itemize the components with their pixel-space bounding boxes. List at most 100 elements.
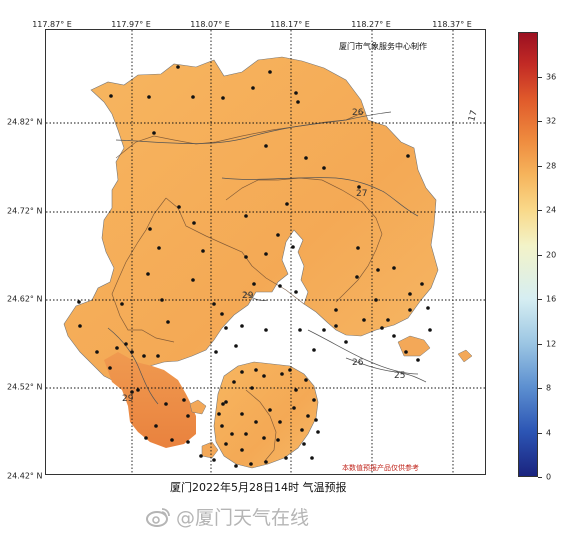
- station-dot: [300, 428, 304, 432]
- contour-label: 27: [356, 189, 367, 199]
- station-dot: [294, 290, 298, 294]
- station-dot: [428, 328, 432, 332]
- colorbar-tick-label: 16: [546, 294, 557, 304]
- colorbar-tick: [538, 76, 542, 78]
- station-dot: [249, 462, 253, 466]
- station-dot: [182, 398, 186, 402]
- contour-label: 17: [467, 109, 480, 123]
- station-dot: [268, 70, 272, 74]
- station-dot: [186, 440, 190, 444]
- station-dot: [147, 95, 151, 99]
- station-dot: [170, 438, 174, 442]
- station-dot: [250, 386, 254, 390]
- map-title: 厦门2022年5月28日14时 气温预报: [170, 481, 347, 494]
- station-dot: [404, 350, 408, 354]
- lat-label: 24.72° N: [7, 206, 43, 216]
- contour-label: 26: [352, 108, 364, 118]
- station-dot: [322, 166, 326, 170]
- small-island: [457, 349, 473, 363]
- station-dot: [426, 306, 430, 310]
- colorbar-tick-label: 28: [546, 161, 557, 170]
- xiamen-island: [213, 361, 319, 469]
- station-dot: [240, 448, 244, 452]
- station-dot: [310, 456, 314, 460]
- station-dot: [221, 402, 225, 406]
- station-dot: [224, 442, 228, 446]
- station-dot: [77, 300, 81, 304]
- station-dot: [244, 255, 248, 259]
- contour-label: 26: [352, 358, 364, 368]
- station-dot: [392, 334, 396, 338]
- station-dot: [220, 424, 224, 428]
- colorbar-tick-label: 20: [546, 250, 557, 259]
- station-dot: [285, 202, 289, 206]
- mainland-region: [63, 56, 439, 395]
- station-dot: [306, 414, 310, 418]
- lat-label: 24.52° N: [7, 382, 43, 392]
- producer-label: 厦门市气象服务中心制作: [339, 42, 427, 51]
- station-dot: [192, 221, 196, 225]
- station-dot: [164, 402, 168, 406]
- temperature-colorbar: [518, 32, 538, 477]
- small-island: [189, 399, 207, 415]
- station-dot: [254, 368, 258, 372]
- graticule: [46, 30, 485, 474]
- station-dot: [191, 278, 195, 282]
- station-dot: [316, 430, 320, 434]
- station-dot: [264, 144, 268, 148]
- lon-label: 118.27° E: [351, 20, 391, 29]
- station-dot: [124, 342, 128, 346]
- colorbar-tick-label: 12: [546, 339, 557, 348]
- weather-stations: [77, 65, 432, 468]
- station-dot: [95, 350, 99, 354]
- station-dot: [296, 100, 300, 104]
- station-dot: [344, 340, 348, 344]
- station-dot: [160, 298, 164, 302]
- station-dot: [240, 412, 244, 416]
- colorbar-tick-label: 0: [546, 472, 552, 482]
- station-dot: [78, 324, 82, 328]
- station-dot: [280, 372, 284, 376]
- station-dot: [154, 424, 158, 428]
- station-dot: [148, 227, 152, 231]
- station-dot: [334, 308, 338, 312]
- station-dot: [144, 436, 148, 440]
- colorbar-tick: [538, 343, 542, 345]
- colorbar-tick: [538, 210, 542, 211]
- station-dot: [108, 366, 112, 370]
- station-dot: [130, 390, 134, 394]
- station-dot: [120, 302, 124, 306]
- station-dot: [408, 292, 412, 296]
- station-dot: [152, 131, 156, 135]
- station-dot: [264, 460, 268, 464]
- district-boundaries: [111, 111, 383, 463]
- station-dot: [386, 318, 390, 322]
- station-dot: [224, 326, 228, 330]
- station-dot: [278, 420, 282, 424]
- station-dot: [312, 348, 316, 352]
- station-dot: [291, 245, 295, 249]
- disclaimer-label: 本数值预报产品仅供参考: [342, 464, 419, 472]
- lat-label: 24.82° N: [7, 117, 43, 127]
- station-dot: [224, 400, 228, 404]
- station-dot: [212, 458, 216, 462]
- station-dot: [177, 205, 181, 209]
- station-dot: [115, 346, 119, 350]
- station-dot: [109, 94, 113, 98]
- station-dot: [314, 418, 318, 422]
- weibo-icon: [146, 507, 170, 527]
- lon-label: 118.37° E: [432, 20, 472, 29]
- station-dot: [217, 412, 221, 416]
- watermark: @厦门天气在线: [146, 503, 309, 530]
- station-dot: [376, 268, 380, 272]
- station-dot: [201, 249, 205, 253]
- lat-label: 24.62° N: [7, 294, 43, 304]
- station-dot: [254, 420, 258, 424]
- station-dot: [262, 374, 266, 378]
- lat-label: 24.42° N: [7, 471, 43, 481]
- station-dot: [268, 408, 272, 412]
- temperature-map: 26 27 29 29 26 25 17: [45, 29, 486, 475]
- station-dot: [244, 214, 248, 218]
- station-dot: [136, 388, 140, 392]
- station-dot: [374, 298, 378, 302]
